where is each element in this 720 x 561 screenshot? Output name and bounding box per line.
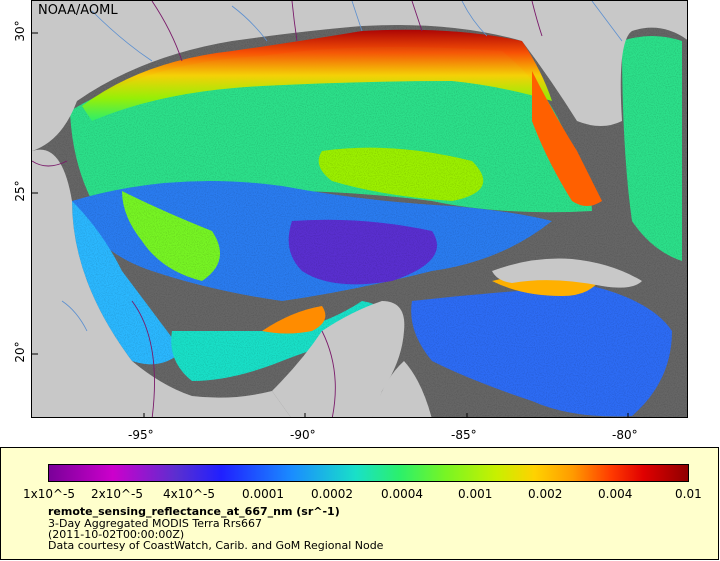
land-central-america bbox=[372, 361, 432, 417]
colorbar-tick-label: 0.01 bbox=[675, 487, 702, 501]
coastal-band-florida bbox=[532, 71, 602, 206]
coastal-band-yucatan bbox=[262, 306, 326, 334]
colorbar-tick-label: 2x10^-5 bbox=[91, 487, 144, 501]
colorbar-tick-label: 4x10^-5 bbox=[163, 487, 216, 501]
colorbar-tick-label: 0.001 bbox=[458, 487, 493, 501]
land-mexico bbox=[32, 149, 291, 417]
colorbar-tick-label: 0.004 bbox=[598, 487, 633, 501]
coastal-band-north bbox=[82, 29, 552, 121]
rivers bbox=[61, 1, 623, 332]
colorbar-tick-label: 0.0004 bbox=[381, 487, 423, 501]
reflectance-map bbox=[32, 1, 687, 417]
colorbar bbox=[48, 464, 689, 482]
variable-title: remote_sensing_reflectance_at_667_nm (sr… bbox=[48, 505, 340, 518]
map-view[interactable]: NOAA/AOML bbox=[31, 0, 688, 418]
land-yucatan bbox=[272, 301, 405, 417]
legend-panel: 1x10^-5 2x10^-5 4x10^-5 0.0001 0.0002 0.… bbox=[0, 447, 719, 560]
data-courtesy: Data courtesy of CoastWatch, Carib. and … bbox=[48, 539, 384, 552]
time-stamp: (2011-10-02T00:00:00Z) bbox=[48, 528, 185, 541]
graticule-ticks bbox=[32, 32, 629, 417]
colorbar-tick-label: 0.0002 bbox=[311, 487, 353, 501]
colorbar-tick-label: 1x10^-5 bbox=[23, 487, 76, 501]
y-tick-label: 25° bbox=[13, 180, 27, 202]
y-tick-label: 30° bbox=[13, 20, 27, 42]
land-usa bbox=[32, 1, 687, 151]
colorbar-tick-label: 0.002 bbox=[528, 487, 563, 501]
x-tick-label: -90° bbox=[290, 428, 316, 442]
credit-label: NOAA/AOML bbox=[38, 3, 118, 18]
boundaries bbox=[32, 1, 543, 417]
land-layer bbox=[32, 1, 687, 417]
colorbar-tick-label: 0.0001 bbox=[242, 487, 284, 501]
x-tick-label: -85° bbox=[451, 428, 477, 442]
x-tick-label: -80° bbox=[612, 428, 638, 442]
y-tick-label: 20° bbox=[13, 341, 27, 363]
x-tick-label: -95° bbox=[128, 428, 154, 442]
product-name: 3-Day Aggregated MODIS Terra Rrs667 bbox=[48, 517, 262, 530]
land-cuba bbox=[492, 258, 642, 288]
